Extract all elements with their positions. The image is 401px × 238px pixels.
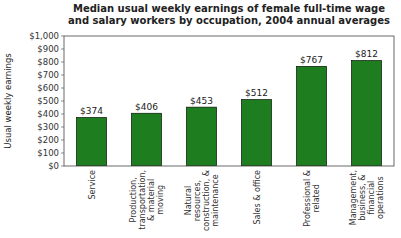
- y-tick-label: $0: [48, 161, 59, 171]
- x-tick-label-group: Management,business, &financialoperation…: [349, 170, 385, 225]
- x-tick-label: & material: [147, 179, 156, 221]
- y-tick: [61, 88, 64, 89]
- y-tick-label: $300: [37, 122, 59, 132]
- title: Median usual weekly earnings of female f…: [68, 3, 390, 26]
- bar: [241, 99, 271, 166]
- bar: [76, 117, 106, 166]
- x-tick-label-group: Service: [88, 170, 97, 200]
- y-tick: [61, 127, 64, 128]
- bar: [351, 60, 381, 166]
- x-tick-label: Production,: [129, 177, 138, 222]
- x-tick-label: moving: [156, 185, 165, 215]
- x-tick-label-group: Naturalresources,construction, &maintena…: [184, 170, 220, 231]
- title-line: Median usual weekly earnings of female f…: [73, 3, 385, 14]
- y-tick: [61, 75, 64, 76]
- y-tick: [61, 166, 64, 167]
- y-tick-label: $500: [37, 96, 59, 106]
- y-axis-label: Usual weekly earnings: [3, 53, 13, 149]
- x-tick-label: Service: [88, 170, 97, 200]
- y-tick: [61, 49, 64, 50]
- x-tick-label: business, &: [358, 175, 367, 221]
- y-tick: [61, 114, 64, 115]
- x-tick-label-group: Production,transportation,& materialmovi…: [129, 170, 165, 230]
- data-label: $767: [300, 55, 323, 65]
- x-tick-label-group: Sales & office: [253, 170, 262, 225]
- x-tick-label: construction, &: [202, 170, 211, 231]
- data-label: $812: [355, 49, 378, 59]
- y-tick: [61, 62, 64, 63]
- x-tick-label: transportation,: [138, 170, 147, 230]
- data-label: $374: [80, 106, 103, 116]
- data-label: $512: [245, 88, 268, 98]
- x-tick-label: maintenance: [211, 174, 220, 226]
- bar: [131, 113, 161, 166]
- x-tick-label-group: Professional &related: [303, 170, 321, 227]
- y-tick-label: $100: [37, 148, 59, 158]
- y-tick-label: $1,000: [29, 31, 59, 41]
- y-tick: [61, 101, 64, 102]
- chart: Median usual weekly earnings of female f…: [0, 0, 401, 238]
- bars: [76, 60, 381, 166]
- plot-frame: [64, 36, 394, 166]
- y-tick-label: $800: [37, 57, 59, 67]
- bar: [296, 66, 326, 166]
- y-tick: [61, 140, 64, 141]
- x-tick-label: Sales & office: [253, 170, 262, 225]
- x-tick-label: related: [312, 184, 321, 212]
- data-label: $406: [135, 102, 158, 112]
- bar: [186, 107, 216, 166]
- x-tick-label: Natural: [184, 186, 193, 216]
- data-label: $453: [190, 96, 213, 106]
- x-tick-label: Professional &: [303, 170, 312, 227]
- y-tick-label: $900: [37, 44, 59, 54]
- x-tick-label: Management,: [349, 170, 358, 225]
- x-tick-label: resources,: [193, 180, 202, 221]
- y-tick: [61, 153, 64, 154]
- y-tick-label: $700: [37, 70, 59, 80]
- y-tick-label: $400: [37, 109, 59, 119]
- y-tick: [61, 36, 64, 37]
- x-tick-label: financial: [367, 181, 376, 215]
- title-line: and salary workers by occupation, 2004 a…: [68, 15, 390, 26]
- y-tick-label: $200: [37, 135, 59, 145]
- y-tick-label: $600: [37, 83, 59, 93]
- x-tick-label: operations: [376, 176, 385, 219]
